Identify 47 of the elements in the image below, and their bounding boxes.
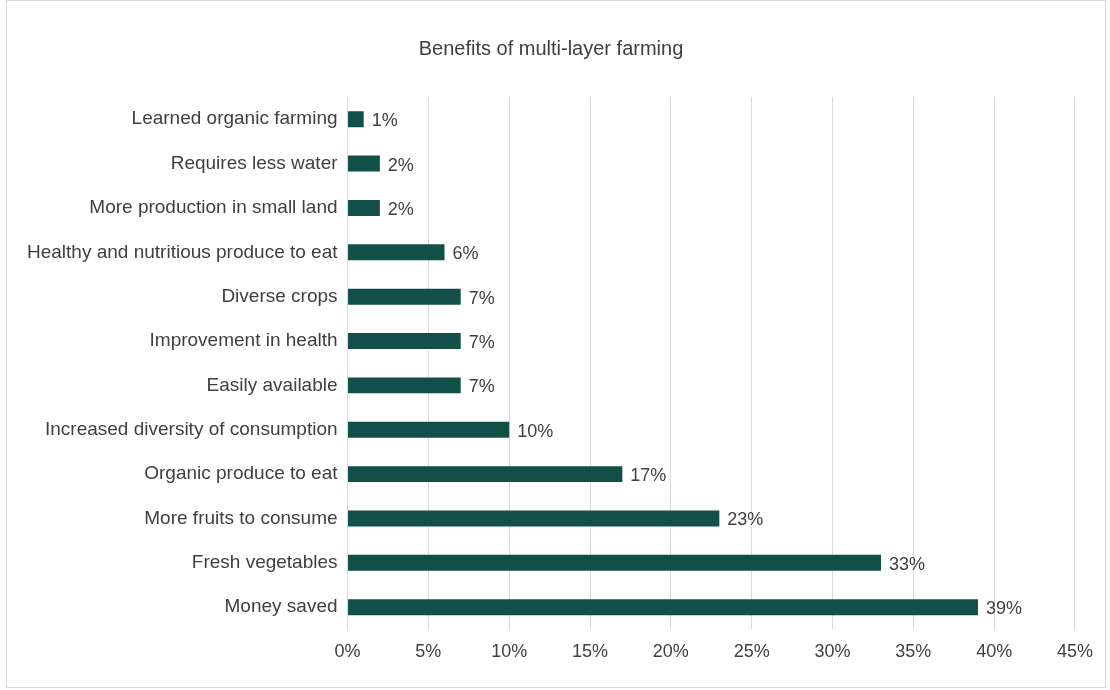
- y-tick-label: Increased diversity of consumption: [44, 417, 338, 439]
- data-label: 39%: [985, 598, 1023, 619]
- y-tick-label: More fruits to consume: [144, 506, 338, 528]
- y-tick-label: Requires less water: [170, 151, 339, 173]
- data-label: 23%: [727, 509, 764, 530]
- bar: [348, 333, 461, 349]
- bar: [348, 377, 461, 394]
- y-tick-label: Improvement in health: [149, 329, 338, 351]
- chart-title: Benefits of multi-layer farming: [418, 36, 684, 59]
- data-label: 7%: [468, 331, 495, 352]
- data-label: 17%: [630, 465, 667, 486]
- bar: [348, 288, 461, 305]
- bar: [348, 199, 380, 216]
- x-tick-label: 25%: [733, 641, 770, 662]
- x-tick-label: 5%: [415, 641, 442, 662]
- data-label: 10%: [517, 420, 554, 441]
- x-tick-label: 20%: [652, 641, 689, 662]
- data-label: 2%: [387, 198, 414, 219]
- bar: [348, 111, 364, 128]
- x-tick-label: 35%: [895, 641, 932, 662]
- bar: [348, 155, 380, 172]
- y-tick-label: Diverse crops: [221, 284, 338, 306]
- bar: [348, 244, 445, 261]
- data-label: 33%: [889, 553, 926, 574]
- x-tick-label: 0%: [334, 641, 361, 662]
- y-tick-label: Money saved: [224, 595, 338, 617]
- bar: [348, 510, 720, 527]
- y-tick-label: Learned organic farming: [131, 107, 338, 129]
- data-label: 7%: [468, 376, 495, 397]
- y-tick-label: Fresh vegetables: [191, 551, 338, 573]
- data-label: 7%: [468, 287, 495, 308]
- y-tick-label: Healthy and nutritious produce to eat: [27, 240, 339, 262]
- bar: [348, 466, 623, 483]
- x-tick-label: 15%: [572, 641, 609, 662]
- x-tick-label: 30%: [814, 641, 851, 662]
- bar: [348, 421, 510, 438]
- bar: [348, 599, 978, 616]
- x-tick-label: 40%: [976, 641, 1013, 662]
- y-tick-label: Organic produce to eat: [144, 462, 339, 484]
- y-tick-label: More production in small land: [89, 196, 338, 218]
- x-tick-label: 45%: [1056, 641, 1093, 662]
- data-label: 1%: [371, 110, 398, 131]
- bar: [348, 554, 881, 571]
- x-tick-label: 10%: [491, 641, 528, 662]
- data-label: 2%: [387, 154, 414, 175]
- data-label: 6%: [452, 243, 479, 264]
- y-tick-label: Easily available: [206, 373, 338, 395]
